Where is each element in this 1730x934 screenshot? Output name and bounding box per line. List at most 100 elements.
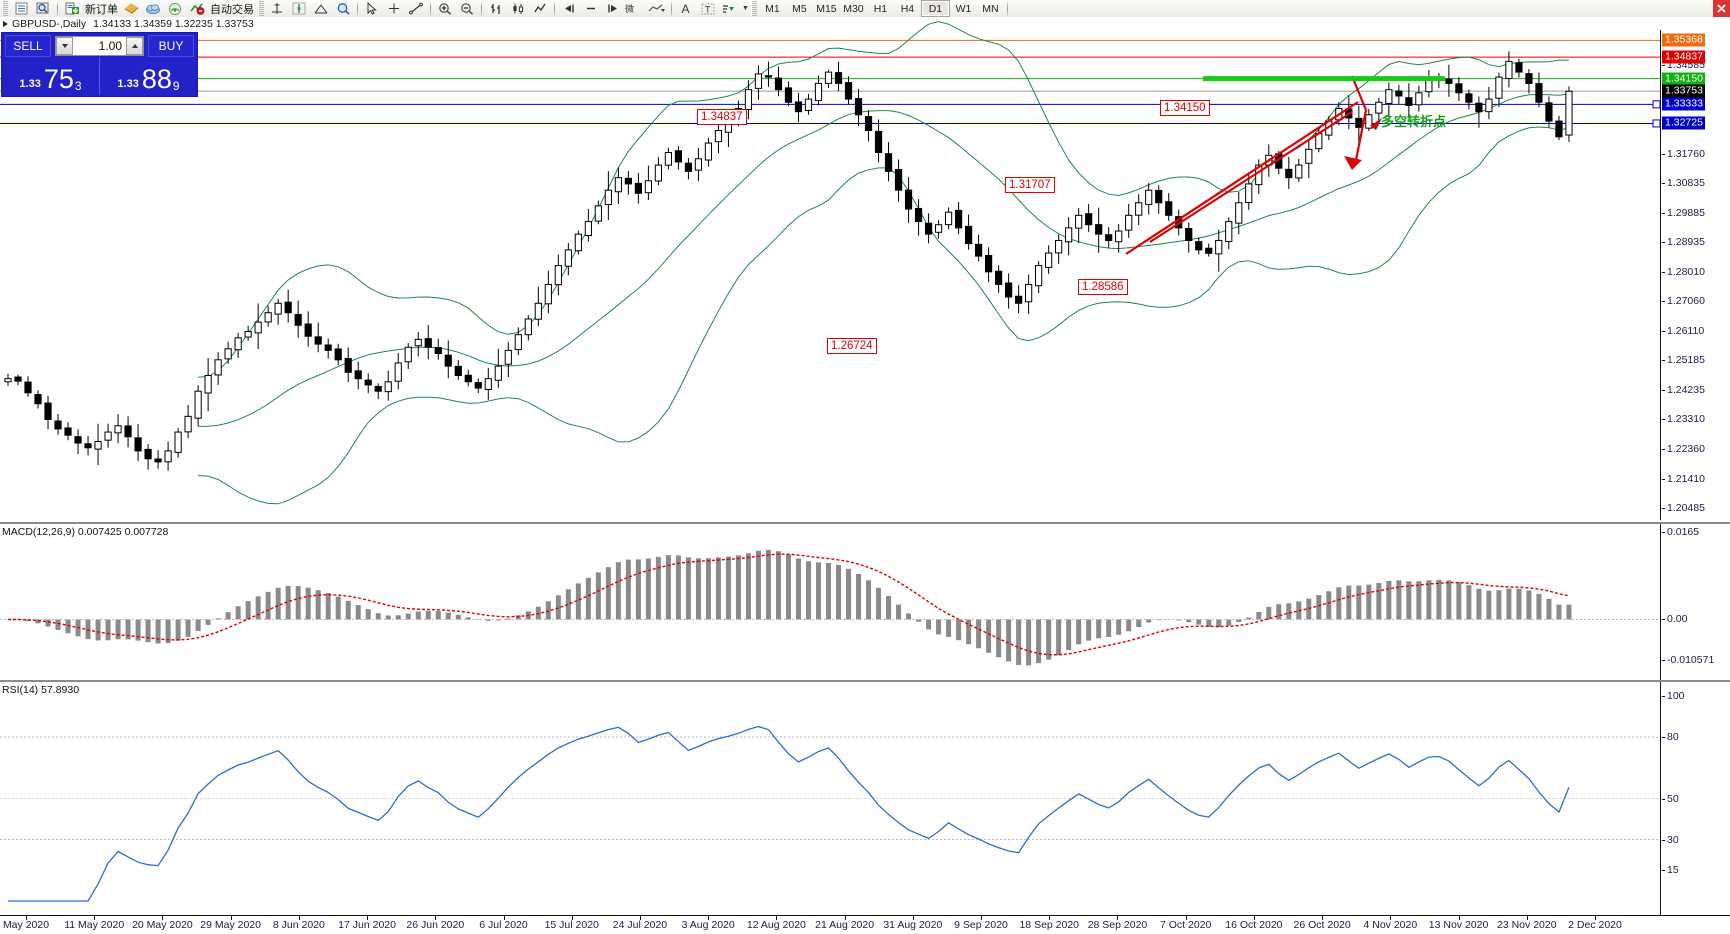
chinese-annotation[interactable]: 多空转折点	[1381, 114, 1447, 129]
price-tick: 1.29885	[1662, 206, 1705, 219]
candlesticks	[4, 51, 1573, 471]
bar-chart-icon[interactable]	[485, 1, 507, 17]
price-level-label-1.32725[interactable]: 1.32725	[1662, 116, 1705, 130]
date-gridline	[571, 916, 573, 920]
price-annotation[interactable]: 1.34837	[697, 109, 747, 125]
timeframe-d1[interactable]: D1	[920, 0, 950, 17]
trendline-icon[interactable]	[310, 1, 332, 17]
vline-icon[interactable]	[288, 1, 310, 17]
date-gridline	[1458, 916, 1460, 920]
price-level-label-1.33333[interactable]: 1.33333	[1662, 97, 1705, 111]
list-icon[interactable]	[10, 1, 32, 17]
date-tick: 18 Sep 2020	[1019, 919, 1080, 931]
volume-stepper[interactable]: 1.00	[55, 36, 144, 56]
zoom-in-icon[interactable]	[434, 1, 456, 17]
svg-text:A: A	[682, 2, 690, 16]
rsi-pane[interactable]: RSI(14) 57.8930 100 80 50 30 15	[0, 680, 1730, 917]
minus-icon[interactable]	[580, 1, 602, 17]
autoscroll-icon[interactable]: 微	[624, 1, 646, 17]
date-tick: 3 Aug 2020	[681, 919, 735, 931]
volume-decrease-icon[interactable]	[56, 37, 73, 55]
date-tick: 24 Jul 2020	[612, 919, 668, 931]
sell-price-base: 1.33	[19, 78, 41, 90]
zoom-out-icon[interactable]	[456, 1, 478, 17]
autotrading-icon[interactable]	[186, 1, 208, 17]
sell-price[interactable]: 1.33 75 3	[2, 57, 100, 95]
date-gridline	[26, 916, 27, 920]
sell-button[interactable]: SELL	[5, 35, 51, 57]
shift-right-icon[interactable]	[602, 1, 624, 17]
crosshair2-icon[interactable]	[383, 1, 405, 17]
date-gridline	[1185, 916, 1187, 920]
price-annotation[interactable]: 1.31707	[1005, 177, 1055, 193]
templates-icon[interactable]	[719, 1, 741, 17]
price-chart-svg	[0, 21, 1661, 505]
macd-axis[interactable]: 0.0165 0.00 -0.010571	[1660, 524, 1730, 680]
candle-chart-icon[interactable]	[507, 1, 529, 17]
price-level-label-1.33753[interactable]: 1.33753	[1662, 84, 1705, 98]
signals-icon[interactable]	[164, 1, 186, 17]
timeframe-m1[interactable]: M1	[765, 2, 780, 15]
date-tick: 31 Aug 2020	[883, 919, 943, 931]
toolbar-separator-7	[671, 1, 672, 16]
volume-value[interactable]: 1.00	[98, 39, 122, 53]
price-tick: 1.25185	[1662, 354, 1705, 367]
line-chart-icon[interactable]	[529, 1, 551, 17]
price-level-label-1.35368[interactable]: 1.35368	[1662, 33, 1705, 47]
buy-price[interactable]: 1.33 88 9	[100, 57, 197, 95]
price-tick: 1.24235	[1662, 384, 1705, 397]
price-annotation[interactable]: 1.26724	[827, 338, 877, 354]
macd-tick: 0.0165	[1661, 526, 1700, 538]
timeframe-h4[interactable]: H4	[900, 2, 915, 15]
magnifier-icon[interactable]	[332, 1, 354, 17]
crosshair-icon[interactable]	[266, 1, 288, 17]
rsi-line	[8, 725, 1570, 902]
close-window-button[interactable]	[1713, 0, 1730, 17]
text-icon[interactable]: A	[675, 1, 697, 17]
timeframe-m15[interactable]: M15	[816, 2, 837, 15]
date-gridline	[367, 916, 369, 920]
price-plot-area[interactable]: 1.34837 1.34150 1.31707 1.28586 1.26724 多空转折点	[0, 21, 1730, 520]
toolbar-separator	[57, 1, 58, 16]
timeframe-w1[interactable]: W1	[955, 2, 972, 15]
price-level-label-1.34150[interactable]: 1.34150	[1662, 72, 1705, 86]
svg-text:T: T	[705, 5, 711, 15]
price-annotation[interactable]: 1.28586	[1078, 279, 1128, 295]
date-gridline	[162, 916, 164, 920]
chart-shift-icon[interactable]	[646, 1, 668, 17]
rsi-axis[interactable]: 100 80 50 30 15	[1660, 682, 1730, 917]
timeframe-h1[interactable]: H1	[873, 2, 888, 15]
autotrading-label[interactable]: 自动交易	[210, 3, 254, 16]
price-annotation[interactable]: 1.34150	[1160, 100, 1210, 116]
expert-advisor-icon[interactable]	[120, 1, 142, 17]
date-tick: 2 Dec 2020	[1568, 919, 1622, 931]
new-order-icon[interactable]	[61, 1, 83, 17]
macd-plot-area[interactable]	[0, 524, 1730, 680]
toolbar-grip-2[interactable]	[258, 1, 264, 16]
toolbar-separator-3	[357, 1, 358, 16]
date-axis[interactable]: May 2020 11 May 2020 20 May 2020 29 May 202…	[0, 915, 1730, 934]
chart-title-bar: GBPUSD-,Daily 1.34133 1.34359 1.32235 1.…	[0, 17, 1730, 31]
textlabel-icon[interactable]: T	[697, 1, 719, 17]
date-gridline	[298, 916, 300, 920]
volume-increase-icon[interactable]	[126, 37, 143, 55]
macd-tick: 0.00	[1661, 613, 1688, 626]
timeframe-m5[interactable]: M5	[792, 2, 807, 15]
toolbar-grip[interactable]	[2, 1, 8, 16]
price-level-label-1.34837[interactable]: 1.34837	[1662, 50, 1705, 64]
trendline2-icon[interactable]	[405, 1, 427, 17]
buy-button[interactable]: BUY	[148, 35, 194, 57]
shift-left-icon[interactable]	[558, 1, 580, 17]
cloud-icon[interactable]	[142, 1, 164, 17]
rsi-plot-area[interactable]	[0, 682, 1730, 917]
macd-pane[interactable]: MACD(12,26,9) 0.007425 0.007728 0.0165 0.…	[0, 522, 1730, 680]
toolbar-grip-3[interactable]	[750, 1, 757, 16]
timeframe-m30[interactable]: M30	[843, 2, 864, 15]
timeframe-mn[interactable]: MN	[982, 2, 999, 15]
new-order-label[interactable]: 新订单	[85, 3, 118, 16]
chevron-down-icon[interactable]: ▼	[742, 5, 749, 12]
price-axis[interactable]: 1.34585 1.31760 1.30835 1.29885 1.28935 1.280…	[1660, 30, 1730, 520]
price-pane[interactable]: 1.34837 1.34150 1.31707 1.28586 1.26724 多空转折点…	[0, 21, 1730, 520]
cursor-icon[interactable]	[361, 1, 383, 17]
zoom-icon[interactable]	[32, 1, 54, 17]
